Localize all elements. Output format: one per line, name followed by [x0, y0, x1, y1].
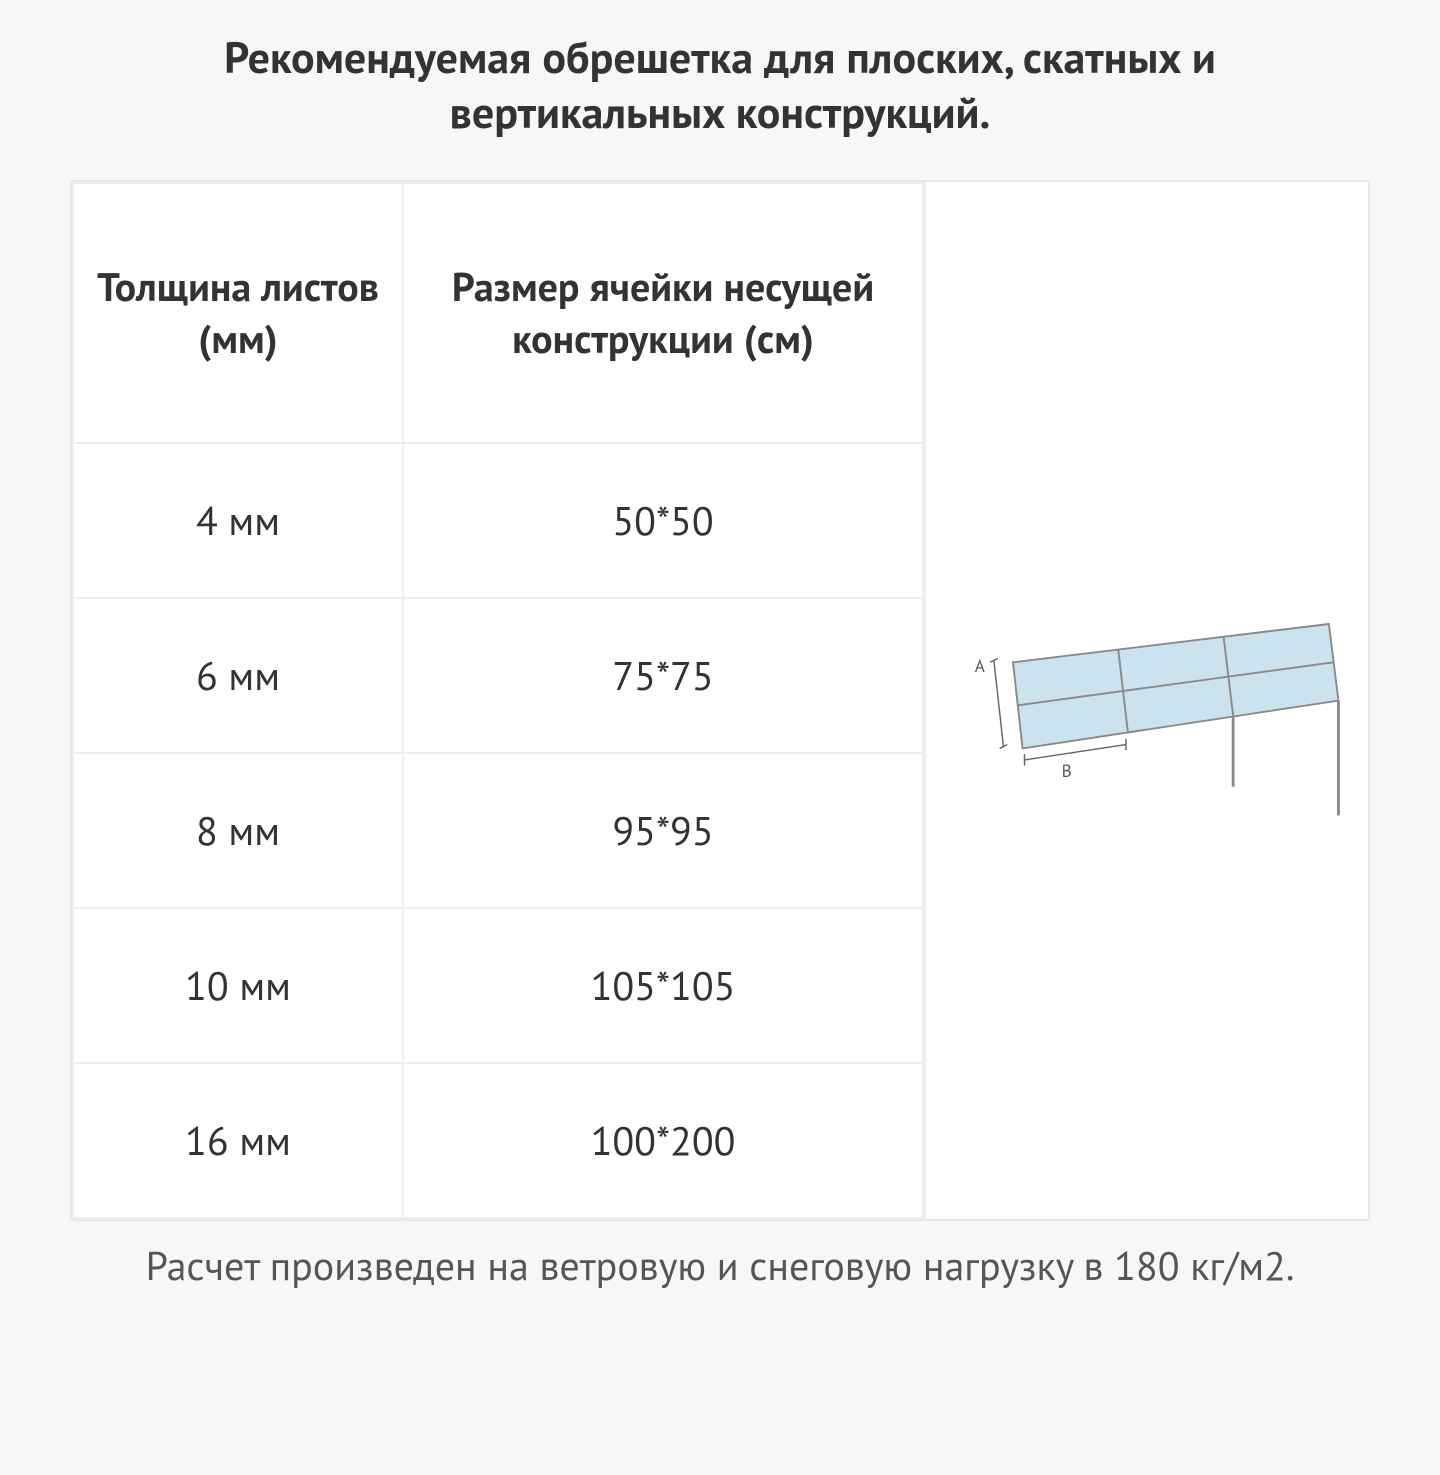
table-row: 6 мм 75*75 [73, 598, 923, 753]
diagram-cell: A B [924, 182, 1368, 1219]
table-row: 4 мм 50*50 [73, 443, 923, 598]
dimension-a [990, 658, 1007, 748]
content-row: Толщина листов (мм) Размер ячейки несуще… [70, 180, 1370, 1221]
dimension-label-b: B [1062, 759, 1072, 782]
page-container: Рекомендуемая обрешетка для плоских, ска… [0, 0, 1440, 1333]
table-row: 8 мм 95*95 [73, 753, 923, 908]
col-header-thickness: Толщина листов (мм) [73, 183, 403, 443]
cell-thickness: 16 мм [73, 1063, 403, 1218]
col-header-cellsize: Размер ячейки несущей конструкции (см) [403, 183, 923, 443]
page-title: Рекомендуемая обрешетка для плоских, ска… [120, 30, 1320, 140]
footnote-text: Расчет произведен на ветровую и снеговую… [70, 1239, 1370, 1293]
cell-size: 50*50 [403, 443, 923, 598]
cell-thickness: 8 мм [73, 753, 403, 908]
cell-thickness: 6 мм [73, 598, 403, 753]
cell-thickness: 4 мм [73, 443, 403, 598]
table-header-row: Толщина листов (мм) Размер ячейки несуще… [73, 183, 923, 443]
cell-size: 105*105 [403, 908, 923, 1063]
cell-size: 95*95 [403, 753, 923, 908]
roof-panels [1013, 624, 1338, 748]
dimension-label-a: A [975, 654, 985, 677]
cell-size: 75*75 [403, 598, 923, 753]
table-row: 10 мм 105*105 [73, 908, 923, 1063]
table-row: 16 мм 100*200 [73, 1063, 923, 1218]
canopy-diagram-icon: A B [946, 557, 1348, 844]
support-posts [1233, 700, 1338, 815]
cell-size: 100*200 [403, 1063, 923, 1218]
cell-thickness: 10 мм [73, 908, 403, 1063]
lathing-table: Толщина листов (мм) Размер ячейки несуще… [72, 182, 924, 1219]
